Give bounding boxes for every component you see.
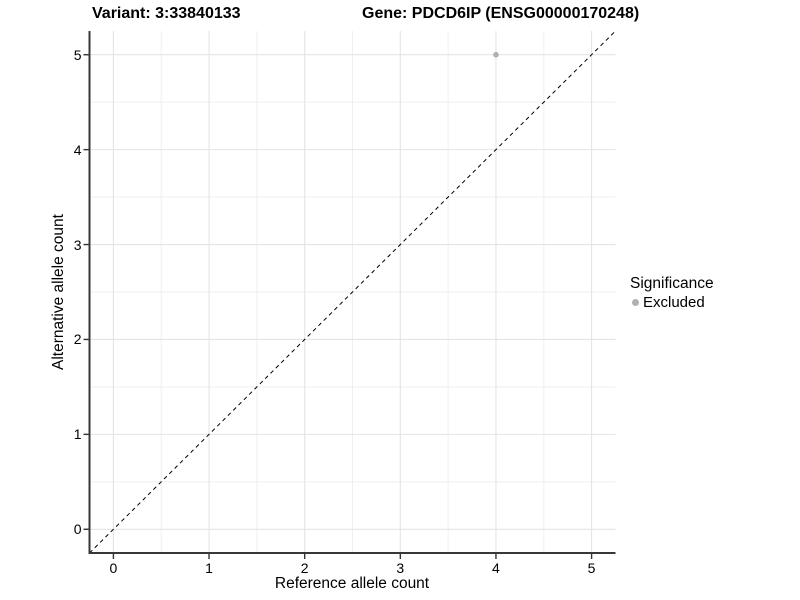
y-tick-label: 1 xyxy=(73,426,82,443)
x-tick-label: 5 xyxy=(587,560,596,576)
x-tick-label: 4 xyxy=(492,560,500,576)
x-tick-label: 3 xyxy=(396,560,405,576)
x-tick-label: 1 xyxy=(205,560,213,576)
legend-title: Significance xyxy=(630,275,714,292)
data-point xyxy=(493,51,499,58)
plot-title-variant: Variant: 3:33840133 xyxy=(92,5,241,22)
legend-item-excluded: Excluded xyxy=(630,293,714,311)
y-tick-label: 3 xyxy=(73,236,82,253)
y-tick-label: 4 xyxy=(73,141,82,158)
y-tick-label: 2 xyxy=(73,331,82,348)
x-axis-title: Reference allele count xyxy=(274,575,430,592)
x-tick-label: 0 xyxy=(109,560,118,576)
legend-item-label: Excluded xyxy=(643,293,705,311)
legend-point-icon xyxy=(632,298,639,306)
y-tick-label: 5 xyxy=(73,46,82,63)
legend: Significance Excluded xyxy=(630,274,714,311)
identity-line xyxy=(89,30,616,554)
y-axis-title: Alternative allele count xyxy=(50,214,67,370)
x-tick-label: 2 xyxy=(300,560,309,576)
plot-title-gene: Gene: PDCD6IP (ENSG00000170248) xyxy=(362,5,640,22)
y-tick-label: 0 xyxy=(73,521,82,538)
